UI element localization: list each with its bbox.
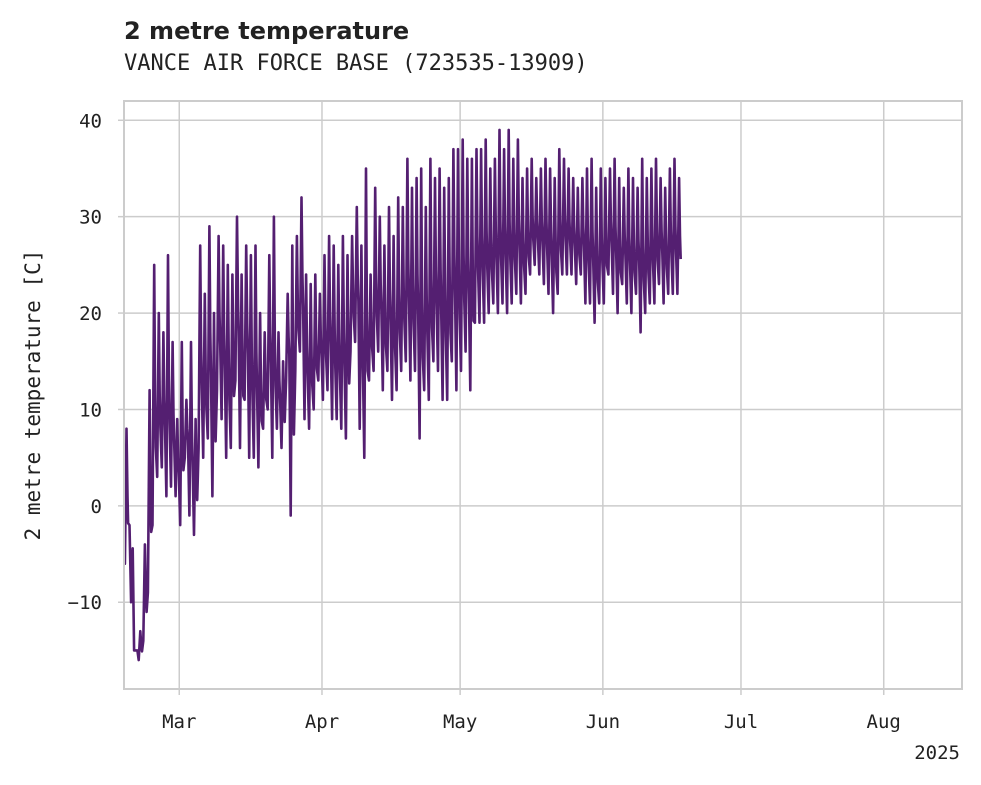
x-tick-label: Aug (867, 711, 901, 733)
x-tick-labels: Mar Apr May Jun Jul Aug (162, 711, 901, 733)
y-tick-label: 10 (79, 399, 102, 421)
x-tick-label: Jul (724, 711, 758, 733)
y-tick-label: 30 (79, 207, 102, 229)
plot-frame (123, 100, 963, 690)
y-tick-label: 20 (79, 303, 102, 325)
y-tick-labels: −10 0 10 20 30 40 (68, 110, 102, 614)
y-tick-label: 0 (91, 496, 102, 518)
chart-subtitle: VANCE AIR FORCE BASE (723535-13909) (124, 51, 588, 76)
x-tick-label: May (443, 711, 477, 733)
x-tick-label: Apr (305, 711, 339, 733)
x-axis-year-label: 2025 (914, 742, 960, 764)
x-tick-label: Mar (162, 711, 196, 733)
series-layer (123, 128, 682, 662)
y-tick-label: −10 (68, 592, 102, 614)
y-tick-label: 40 (79, 110, 102, 132)
y-axis-label: 2 metre temperature [C] (21, 250, 45, 541)
chart-title: 2 metre temperature (124, 17, 410, 45)
x-tick-label: Jun (586, 711, 620, 733)
temperature-series-line (123, 128, 682, 662)
